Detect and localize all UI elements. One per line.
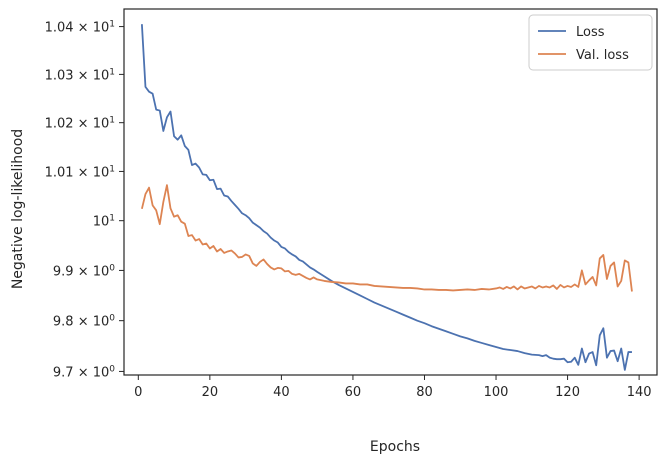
x-tick-label: 0 [134,385,142,400]
series-line-2 [141,184,633,292]
legend-label-1: Loss [576,25,605,40]
axes: 0 20 40 60 80 100 120 140 1.04 × 101 1.03 × 101 1.… [45,8,658,400]
legend-label-2: Val. loss [576,48,629,63]
y-tick-label: 1.04 × 101 [45,20,115,36]
plot-area [140,24,633,371]
y-tick-label: 1.03 × 101 [45,67,115,83]
plot-frame [123,8,658,376]
legend-box [528,14,653,71]
series-line-1 [140,24,632,371]
y-tick-label: 9.7 × 100 [53,364,115,380]
x-tick-label: 100 [484,385,509,400]
y-tick-label: 9.8 × 100 [53,314,115,330]
y-tick-label: 9.9 × 100 [53,263,115,279]
x-tick-label: 140 [627,385,652,400]
x-tick-label: 20 [202,385,219,400]
x-tick-label: 120 [555,385,580,400]
y-axis-title: Negative log-likelihood [10,129,26,289]
x-tick-label: 40 [273,385,290,400]
y-tick-label: 1.02 × 101 [45,116,115,132]
y-tick-label: 1.01 × 101 [45,164,115,180]
x-tick-label: 80 [416,385,433,400]
x-tick-label: 60 [345,385,362,400]
x-axis-title: Epochs [370,439,420,455]
legend: Loss Val. loss [528,14,653,71]
